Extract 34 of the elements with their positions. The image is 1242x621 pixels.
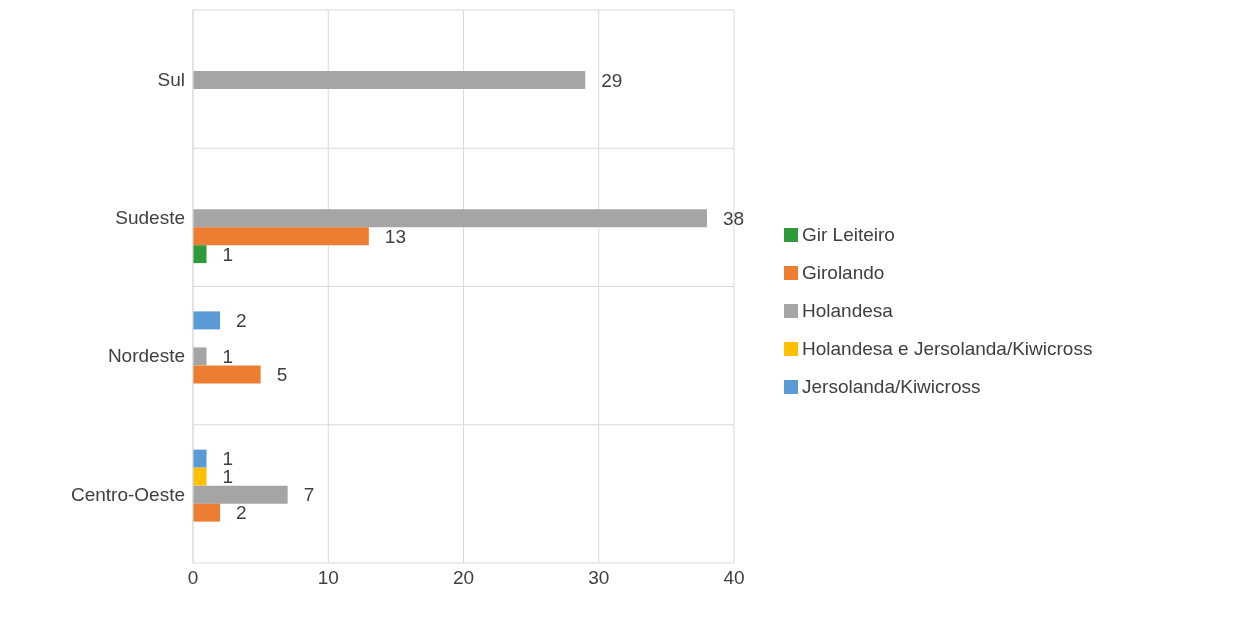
data-label: 1 [222,243,234,265]
x-tick-label: 0 [187,567,199,589]
bar [193,467,207,486]
x-tick-label: 10 [317,567,339,589]
data-label: 5 [276,364,288,386]
data-label: 29 [601,69,623,91]
legend-label: Jersolanda/Kiwicross [802,375,981,397]
x-tick-label: 20 [452,567,475,589]
bar [193,503,221,522]
data-label: 2 [236,502,247,524]
legend-label: Gir Leiteiro [802,223,895,245]
bar [193,449,207,468]
y-tick-label: Centro-Oeste [70,483,185,505]
bar [193,209,707,228]
bar [193,227,369,246]
y-tick-label: Nordeste [107,345,185,367]
legend-label: Girolando [802,261,885,283]
data-label: 1 [222,346,234,368]
data-label: 2 [236,310,247,332]
bar [193,245,207,264]
data-label: 13 [384,225,406,247]
x-tick-label: 30 [588,567,610,589]
bar [193,347,207,366]
y-tick-label: Sul [157,68,185,90]
x-tick-label: 40 [723,567,745,589]
bar [193,485,288,504]
legend-label: Holandesa [802,299,893,321]
legend-label: Holandesa e Jersolanda/Kiwicross [802,337,1093,359]
y-tick-label: Sudeste [115,207,185,229]
bar [193,70,586,89]
bar [193,311,221,330]
data-label: 38 [722,207,745,229]
bar [193,365,261,384]
data-label: 7 [303,484,315,506]
